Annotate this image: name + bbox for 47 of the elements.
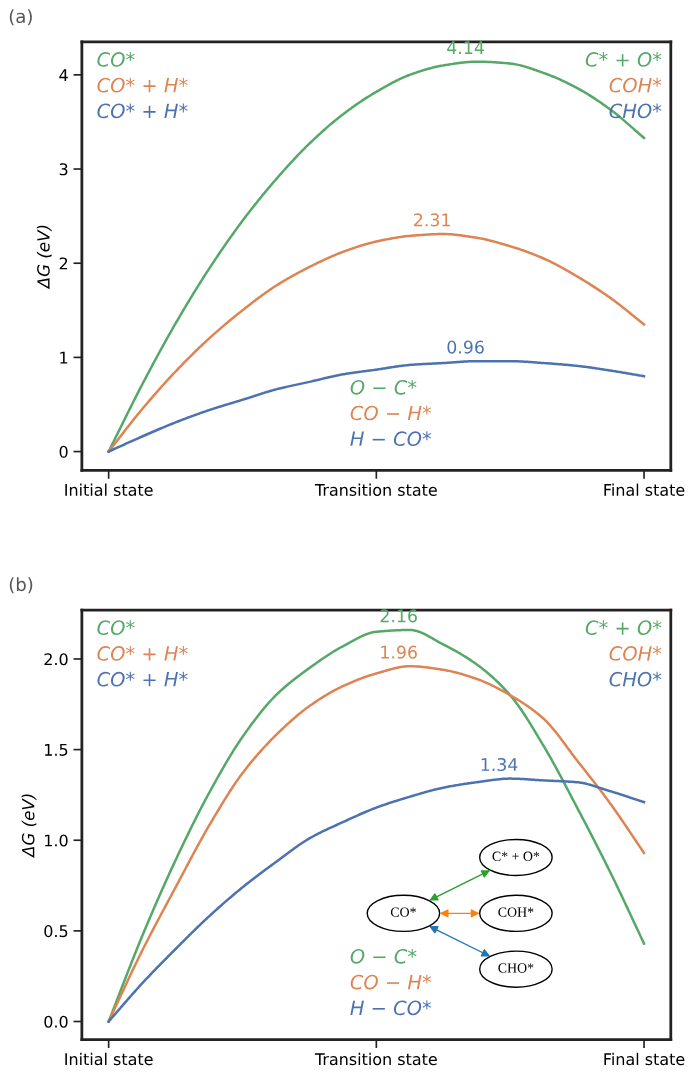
annotation: C* + O* [585, 620, 662, 636]
annotation: 1.96 [381, 645, 417, 659]
chart-title: (a) [9, 9, 32, 26]
y-tick-label: 2.0 [44, 653, 68, 666]
annotation: 2.31 [414, 213, 450, 227]
y-axis-title: ΔG (eV) [36, 225, 52, 290]
y-tick-label: 1.5 [45, 744, 68, 756]
annotation: O − C* [350, 379, 417, 395]
chart-title: (b) [9, 577, 33, 594]
annotation: O − C* [350, 948, 417, 964]
annotation: COH* [609, 77, 662, 93]
annotation: 0.96 [447, 340, 484, 354]
annotation: CO* + H* [97, 103, 188, 119]
y-tick-label: 2 [59, 257, 68, 270]
y-tick-label: 0 [59, 445, 68, 458]
annotation: CO* [97, 620, 135, 636]
annotation: 4.14 [447, 41, 484, 54]
y-tick-label: 4 [59, 69, 68, 81]
y-tick-label: 0.5 [44, 925, 68, 938]
annotation: C* + O* [492, 851, 540, 861]
y-axis-title: ΔG (eV) [21, 794, 37, 859]
annotation: 2.16 [380, 609, 417, 623]
x-tick-label: Transition state [314, 483, 437, 496]
annotation: CO* [390, 907, 416, 917]
annotation: CO* + H* [97, 671, 188, 687]
annotation: COH* [609, 646, 662, 661]
annotation: H − CO* [350, 431, 432, 447]
annotation: 1.34 [481, 757, 518, 772]
y-tick-label: 1.0 [45, 834, 68, 847]
annotation: CO* [97, 52, 135, 67]
annotation: CO − H* [350, 405, 432, 421]
annotation: COH* [498, 907, 534, 917]
annotation: CHO* [609, 671, 662, 687]
x-tick-label: Transition state [314, 1052, 437, 1066]
annotation: CO − H* [350, 974, 432, 990]
annotation: CO* + H* [97, 77, 188, 93]
annotation: CO* + H* [97, 646, 188, 661]
y-tick-label: 0.0 [44, 1015, 68, 1028]
x-tick-label: Initial state [65, 1052, 153, 1066]
annotation: H − CO* [350, 1000, 432, 1016]
y-tick-label: 3 [59, 163, 68, 176]
annotation: CHO* [498, 963, 534, 973]
x-tick-label: Final state [604, 1052, 685, 1066]
x-tick-label: Initial state [65, 483, 153, 496]
y-tick-label: 1 [60, 351, 68, 364]
x-tick-label: Final state [604, 483, 685, 496]
annotation: C* + O* [585, 52, 662, 67]
